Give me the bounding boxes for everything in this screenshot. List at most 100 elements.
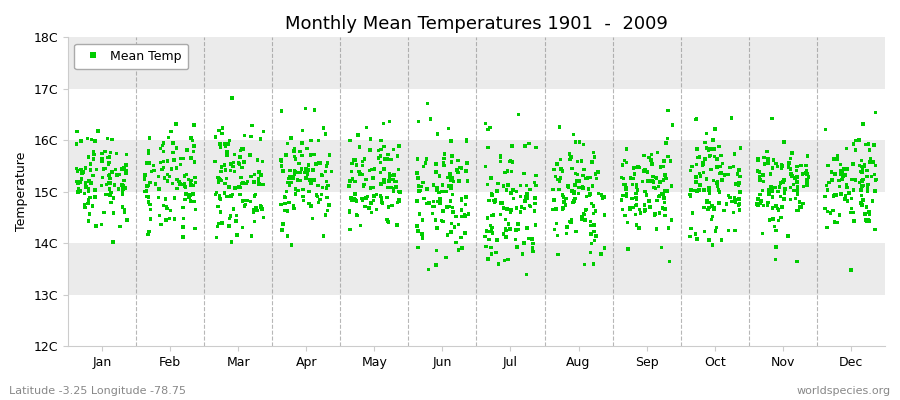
Point bbox=[351, 132, 365, 138]
Point bbox=[827, 219, 842, 225]
Point bbox=[420, 200, 435, 207]
Point bbox=[76, 169, 90, 176]
Point bbox=[863, 156, 878, 162]
Point bbox=[698, 156, 712, 162]
Point bbox=[320, 185, 334, 191]
Point bbox=[104, 149, 118, 156]
Point bbox=[732, 196, 746, 202]
Point bbox=[851, 137, 866, 143]
Point bbox=[642, 198, 656, 204]
Point bbox=[358, 176, 373, 183]
Bar bbox=[68, 37, 885, 89]
Point bbox=[704, 166, 718, 173]
Point bbox=[683, 234, 698, 240]
Point bbox=[454, 165, 469, 172]
Point bbox=[629, 222, 643, 228]
Point bbox=[141, 228, 156, 235]
Point bbox=[571, 158, 585, 164]
Point bbox=[838, 192, 852, 199]
Point bbox=[833, 168, 848, 174]
Point bbox=[86, 156, 101, 162]
Point bbox=[220, 176, 234, 182]
Point bbox=[302, 200, 316, 207]
Point bbox=[343, 137, 357, 144]
Point bbox=[564, 188, 579, 194]
Point bbox=[220, 149, 234, 155]
Point bbox=[176, 204, 190, 211]
Point bbox=[782, 160, 796, 166]
Point bbox=[799, 177, 814, 183]
Point bbox=[221, 223, 236, 229]
Point bbox=[564, 219, 579, 225]
Point bbox=[232, 184, 247, 191]
Point bbox=[618, 184, 633, 191]
Point bbox=[479, 243, 493, 250]
Point bbox=[381, 218, 395, 224]
Point bbox=[386, 146, 400, 152]
Point bbox=[854, 168, 868, 175]
Point bbox=[517, 170, 531, 176]
Point bbox=[97, 148, 112, 154]
Point bbox=[218, 141, 232, 147]
Point bbox=[213, 141, 228, 148]
Point bbox=[654, 244, 669, 251]
Point bbox=[274, 227, 289, 233]
Point bbox=[226, 164, 240, 170]
Point bbox=[163, 173, 177, 180]
Point bbox=[436, 162, 451, 168]
Point bbox=[419, 156, 434, 162]
Point bbox=[830, 153, 844, 159]
Point bbox=[157, 158, 171, 164]
Point bbox=[827, 192, 842, 198]
Point bbox=[642, 154, 656, 161]
Point bbox=[169, 145, 184, 152]
Point bbox=[304, 177, 319, 184]
Point bbox=[320, 207, 335, 214]
Point bbox=[770, 160, 784, 167]
Point bbox=[286, 173, 301, 180]
Point bbox=[490, 188, 504, 194]
Point bbox=[856, 197, 870, 203]
Point bbox=[152, 186, 166, 192]
Point bbox=[253, 202, 267, 209]
Point bbox=[751, 168, 765, 174]
Point bbox=[760, 160, 775, 166]
Point bbox=[858, 211, 872, 217]
Point bbox=[295, 152, 310, 159]
Point bbox=[410, 198, 424, 204]
Point bbox=[661, 154, 675, 160]
Point bbox=[165, 166, 179, 172]
Point bbox=[750, 201, 764, 207]
Point bbox=[223, 161, 238, 167]
Point bbox=[574, 214, 589, 220]
Point bbox=[626, 176, 641, 182]
Point bbox=[71, 189, 86, 196]
Point bbox=[733, 207, 747, 213]
Point bbox=[493, 211, 508, 218]
Point bbox=[509, 188, 524, 195]
Point bbox=[279, 152, 293, 158]
Point bbox=[344, 195, 358, 201]
Point bbox=[151, 173, 166, 180]
Point bbox=[648, 186, 662, 192]
Point bbox=[493, 158, 508, 165]
Point bbox=[727, 151, 742, 157]
Point bbox=[799, 182, 814, 188]
Point bbox=[480, 228, 494, 234]
Point bbox=[620, 220, 634, 226]
Point bbox=[439, 188, 454, 195]
Point bbox=[485, 230, 500, 236]
Point bbox=[483, 244, 498, 251]
Point bbox=[619, 186, 634, 193]
Point bbox=[566, 131, 580, 138]
Point bbox=[374, 193, 388, 199]
Point bbox=[572, 178, 587, 184]
Point bbox=[103, 172, 117, 178]
Point bbox=[657, 199, 671, 206]
Point bbox=[657, 158, 671, 164]
Point bbox=[225, 95, 239, 101]
Point bbox=[785, 150, 799, 156]
Point bbox=[648, 211, 662, 217]
Point bbox=[618, 182, 633, 188]
Point bbox=[493, 200, 508, 207]
